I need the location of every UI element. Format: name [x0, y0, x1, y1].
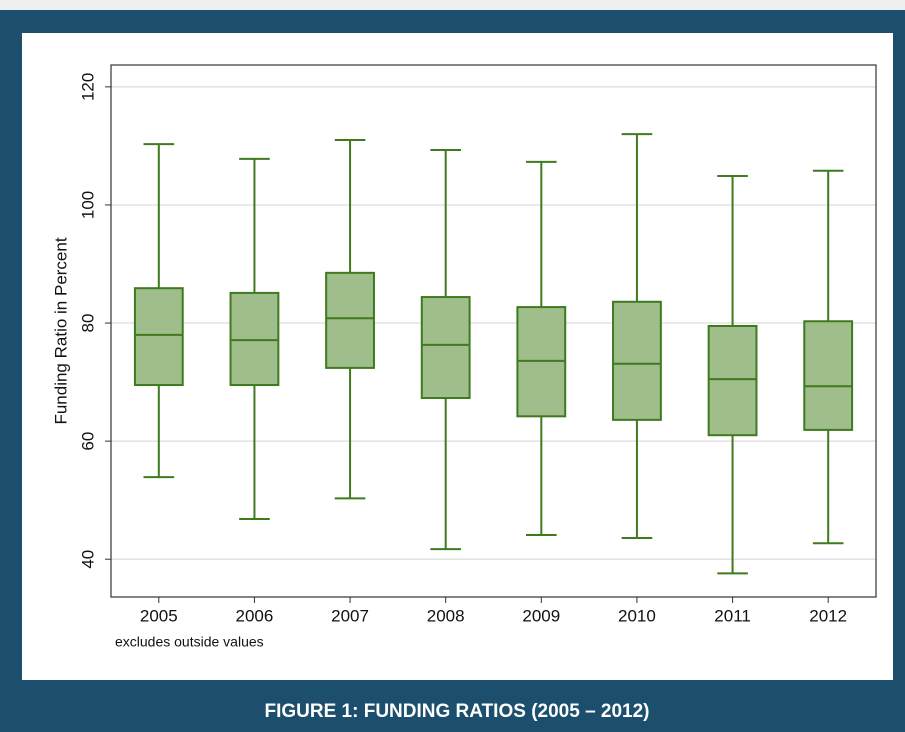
x-tick-label: 2008: [427, 606, 465, 625]
box: [325, 271, 375, 369]
top-strip: [0, 0, 905, 10]
box: [707, 324, 758, 437]
y-tick-label: 120: [78, 73, 97, 101]
x-tick-label: 2005: [140, 606, 178, 625]
y-tick-label: 100: [78, 191, 97, 219]
y-tick-label: 60: [78, 432, 97, 451]
x-tick-label: 2006: [236, 606, 274, 625]
x-tick-label: 2009: [522, 606, 560, 625]
x-tick-label: 2010: [618, 606, 656, 625]
box: [229, 291, 280, 387]
box: [612, 300, 662, 421]
x-tick-label: 2011: [714, 606, 751, 625]
y-tick-label: 80: [78, 314, 97, 333]
y-axis-label: Funding Ratio in Percent: [51, 237, 70, 424]
y-tick-label: 40: [78, 550, 97, 569]
x-tick-label: 2007: [331, 606, 369, 625]
x-tick-label: 2012: [809, 606, 847, 625]
box: [803, 320, 854, 431]
box: [420, 296, 471, 400]
note: excludes outside values: [115, 634, 264, 650]
box: [133, 287, 184, 387]
caption: FIGURE 1: FUNDING RATIOS (2005 – 2012): [264, 701, 649, 722]
plot-frame: [110, 64, 877, 598]
